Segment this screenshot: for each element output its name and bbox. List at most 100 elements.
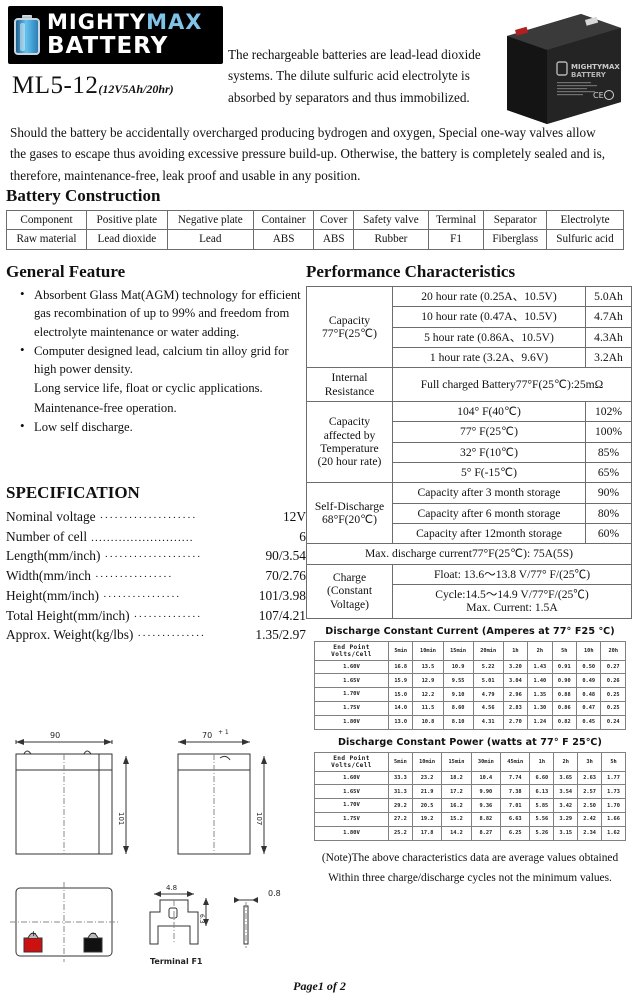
table-row: 1.60V 16.8 13.5 10.9 5.22 3.20 1.43 0.91…: [314, 659, 626, 675]
table-cell: 1.30: [527, 700, 553, 716]
end-point-header: End Point Volts/Cell: [314, 751, 389, 772]
end-point-line1: End Point: [333, 754, 370, 762]
table-cell: 2.34: [577, 825, 603, 841]
table-cell: F1: [427, 229, 485, 250]
table-row: 32° F(10℃) 85%: [307, 441, 632, 463]
temperature-line4: (20 hour rate): [317, 455, 382, 469]
table-cell: 65%: [585, 461, 632, 484]
column-header: 15min: [441, 751, 472, 772]
brand-logo: MIGHTYMAX BATTERY: [8, 6, 223, 64]
table-cell: 0.48: [576, 687, 602, 702]
table-row: Capacity 77°F(25℃) 20 hour rate (0.25A、1…: [306, 285, 632, 369]
battery-construction-title: Battery Construction: [6, 186, 161, 205]
table-cell: 3.15: [553, 825, 579, 841]
table-cell: 2.50: [577, 798, 603, 813]
table-cell: 6.60: [529, 770, 555, 786]
table-cell: 7.01: [500, 798, 531, 813]
row-label: 1.65V: [314, 673, 389, 689]
battery-construction-table: Component Positive plate Negative plate …: [6, 209, 625, 250]
table-cell: Raw material: [6, 229, 87, 250]
table-row: 1 hour rate (3.2A、9.6V) 3.2Ah: [307, 346, 632, 369]
general-feature-list: Absorbent Glass Mat(AGM) technology for …: [6, 285, 306, 436]
table-cell: 17.2: [441, 784, 472, 800]
column-header: 15min: [442, 640, 474, 661]
table-row: 1.75V 27.2 19.2 15.2 8.82 6.63 5.56 3.29…: [314, 811, 626, 827]
table-cell: 0.88: [551, 687, 578, 702]
internal-resistance-line2: Resistance: [324, 384, 375, 398]
table-cell: 5.0Ah: [585, 285, 632, 308]
battery-construction-section: Battery Construction Component Positive …: [6, 186, 626, 250]
column-header: 1h: [502, 640, 529, 661]
table-cell: 21.9: [411, 784, 443, 800]
capacity-label-line2: 77°F(25℃): [321, 327, 377, 341]
table-cell: 32° F(10℃): [392, 441, 586, 463]
table-cell: 3.20: [502, 659, 529, 675]
table-cell: 14.2: [441, 825, 472, 841]
table-cell: 0.27: [600, 659, 626, 675]
svg-text:−: −: [90, 929, 97, 938]
table-cell: 60%: [585, 522, 632, 545]
spec-label: Nominal voltage: [6, 509, 96, 524]
table-cell: 3.65: [553, 770, 579, 786]
table-row: 1.65V 31.3 21.9 17.2 9.90 7.38 6.13 3.54…: [314, 784, 626, 800]
table-row: 1.70V 29.2 20.5 16.2 9.36 7.01 5.85 3.42…: [314, 798, 626, 813]
table-cell: Separator: [483, 209, 547, 231]
table-cell: ABS: [313, 229, 355, 250]
table-cell: 10.4: [470, 770, 502, 786]
battery-icon: [14, 15, 40, 55]
left-column: General Feature Absorbent Glass Mat(AGM)…: [6, 262, 306, 645]
table-cell: 1.73: [601, 784, 626, 800]
table-cell: 6.63: [500, 811, 531, 827]
end-point-line2: Volts/Cell: [331, 650, 372, 658]
row-label: 1.60V: [314, 659, 389, 675]
table-cell: 13.0: [387, 714, 414, 730]
table-row: Component Positive plate Negative plate …: [6, 209, 625, 231]
table-cell: 16.8: [387, 659, 414, 675]
table-cell: Component: [6, 209, 87, 231]
spec-value: 107/4.21: [258, 607, 306, 623]
table-cell: 19.2: [411, 811, 443, 827]
temperature-label-cell: Capacity affected by Temperature (20 hou…: [306, 400, 393, 484]
table-row: 1.75V 14.0 11.5 8.60 4.56 2.83 1.30 0.86…: [314, 700, 626, 716]
footnote-line2: Within three charge/discharge cycles not…: [328, 871, 612, 884]
end-point-header: End Point Volts/Cell: [314, 640, 389, 661]
table-cell: 10.9: [442, 659, 474, 675]
table-cell: Terminal: [427, 209, 485, 231]
intro-paragraph-wide: Should the battery be accidentally overc…: [10, 125, 606, 183]
spec-label: Approx. Weight(kg/lbs): [6, 627, 134, 643]
table-cell: ABS: [252, 229, 315, 250]
table-cell: 2.63: [577, 770, 603, 786]
table-row: Capacity affected by Temperature (20 hou…: [306, 400, 632, 484]
top-view-terminals-drawing: + −: [10, 882, 118, 962]
table-cell: 1.40: [527, 673, 553, 689]
spec-value: 70/2.76: [265, 568, 306, 584]
spec-value: 12V: [282, 509, 306, 524]
performance-characteristics-title: Performance Characteristics: [306, 262, 516, 281]
table-cell: 0.49: [576, 673, 602, 689]
table-cell: 6.13: [529, 784, 555, 800]
table-cell: Lead: [166, 229, 254, 250]
table-row: Self-Discharge 68°F(20℃) Capacity after …: [306, 482, 632, 545]
table-cell: 3.42: [553, 798, 579, 813]
table-cell: 10.8: [412, 714, 444, 730]
table-cell: 0.45: [576, 714, 602, 730]
table-cell: 20 hour rate (0.25A、10.5V): [392, 285, 586, 308]
table-cell: 13.5: [412, 659, 444, 675]
spec-value: 6: [299, 528, 306, 544]
column-header: 30min: [470, 751, 502, 772]
discharge-constant-power-table: End Point Volts/Cell 5min 10min 15min 30…: [314, 751, 626, 841]
table-cell: Sulfuric acid: [545, 229, 625, 250]
table-cell: 9.10: [442, 687, 474, 702]
table-cell: 27.2: [388, 811, 413, 827]
charge-line1: Charge: [332, 571, 367, 585]
table-cell: 0.47: [576, 700, 602, 716]
table-row: 1.80V 13.0 10.8 8.10 4.31 2.70 1.24 0.82…: [314, 714, 626, 730]
table-row: Charge (Constant Voltage) Float: 13.6～13…: [306, 563, 632, 619]
page-footer: Page1 of 2: [293, 979, 346, 993]
table-cell: 1.62: [601, 825, 626, 841]
table-cell: 3.29: [553, 811, 579, 827]
spec-value: 101/3.98: [258, 587, 306, 603]
table-cell: 0.82: [551, 714, 578, 730]
table-cell: 12.9: [412, 673, 444, 689]
